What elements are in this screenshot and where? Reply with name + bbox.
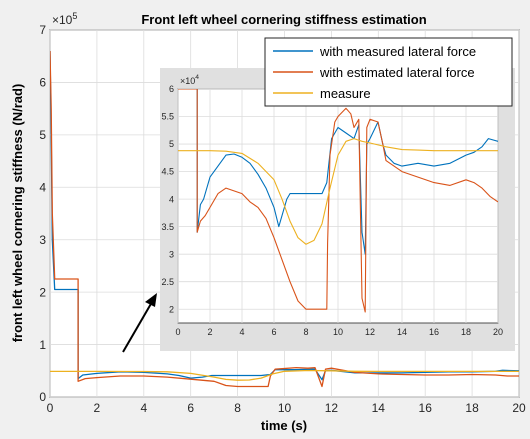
y-tick-label: 4.5 — [161, 167, 174, 177]
main-y-exponent: ×105 — [52, 11, 77, 27]
x-tick-label: 6 — [271, 327, 276, 337]
x-tick-label: 14 — [397, 327, 407, 337]
y-tick-label: 6 — [169, 84, 174, 94]
y-tick-label: 4 — [169, 194, 174, 204]
x-tick-label: 10 — [333, 327, 343, 337]
x-tick-label: 6 — [187, 401, 194, 415]
pointer-arrow — [122, 293, 157, 353]
x-tick-label: 20 — [493, 327, 503, 337]
x-tick-label: 18 — [461, 327, 471, 337]
arrow-head-icon — [145, 293, 157, 307]
x-tick-label: 12 — [365, 327, 375, 337]
inset-x-ticks: 0 2 4 6 8 10 12 14 16 18 20 — [175, 327, 503, 337]
legend: with measured lateral force with estimat… — [264, 37, 513, 107]
x-axis-label: time (s) — [261, 418, 307, 433]
y-tick-label: 3 — [39, 233, 46, 247]
legend-label-estimated: with estimated lateral force — [319, 65, 475, 80]
x-tick-label: 4 — [239, 327, 244, 337]
y-tick-label: 2.5 — [161, 277, 174, 287]
x-tick-label: 10 — [278, 401, 292, 415]
arrow-shaft — [122, 301, 153, 353]
series-line-0 — [178, 89, 498, 255]
x-tick-label: 20 — [512, 401, 526, 415]
series-line-2 — [50, 369, 519, 381]
y-tick-label: 7 — [39, 23, 46, 37]
y-tick-label: 5 — [169, 139, 174, 149]
inset-series-lines — [178, 89, 498, 313]
x-tick-label: 12 — [325, 401, 339, 415]
y-tick-label: 4 — [39, 180, 46, 194]
inset-y-exponent: ×104 — [180, 74, 199, 86]
x-tick-label: 18 — [465, 401, 479, 415]
y-tick-label: 0 — [39, 390, 46, 404]
y-tick-label: 1 — [39, 338, 46, 352]
x-tick-label: 0 — [175, 327, 180, 337]
legend-label-measured: with measured lateral force — [319, 44, 476, 59]
chart-title: Front left wheel cornering stiffness est… — [141, 12, 426, 27]
main-y-ticks: 0 1 2 3 4 5 6 7 — [39, 23, 46, 404]
x-tick-label: 4 — [140, 401, 147, 415]
y-tick-label: 2 — [169, 304, 174, 314]
inset-y-ticks: 2 2.5 3 3.5 4 4.5 5 5.5 6 — [161, 84, 174, 314]
y-tick-label: 3 — [169, 249, 174, 259]
main-x-ticks: 0 2 4 6 8 10 12 14 16 18 20 — [47, 401, 526, 415]
y-tick-label: 2 — [39, 285, 46, 299]
y-tick-label: 5 — [39, 128, 46, 142]
series-line-2 — [178, 138, 498, 245]
series-line-1 — [50, 50, 519, 388]
x-tick-label: 2 — [94, 401, 101, 415]
y-tick-label: 3.5 — [161, 222, 174, 232]
main-series-lines — [50, 50, 519, 388]
x-tick-label: 2 — [207, 327, 212, 337]
y-tick-label: 5.5 — [161, 112, 174, 122]
x-tick-label: 14 — [372, 401, 386, 415]
x-tick-label: 16 — [419, 401, 433, 415]
y-tick-label: 6 — [39, 76, 46, 90]
x-tick-label: 0 — [47, 401, 54, 415]
y-axis-label: front left wheel cornering stiffness (N/… — [10, 84, 25, 343]
legend-label-measure: measure — [320, 86, 371, 101]
x-tick-label: 8 — [303, 327, 308, 337]
x-tick-label: 16 — [429, 327, 439, 337]
series-line-1 — [178, 89, 498, 313]
series-line-0 — [50, 50, 519, 381]
inset-axes: 0 2 4 6 8 10 12 14 16 18 20 2 2.5 3 3.5 4 4.5 5 5.5 6 ×104 — [160, 68, 515, 351]
x-tick-label: 8 — [234, 401, 241, 415]
